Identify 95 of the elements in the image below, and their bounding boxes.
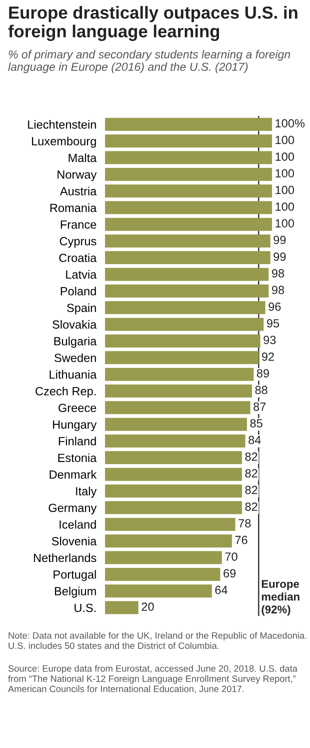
text: Note: Data not available for the UK, Ireland or the Republic of Macedonia. U.S. includes 50 states and the District of Columbia. bbox=[8, 632, 306, 649]
y-tick-label: Sweden bbox=[54, 353, 96, 362]
y-tick-label: Iceland bbox=[60, 520, 96, 529]
y-tick-label: Bulgaria bbox=[54, 336, 97, 348]
y-tick-label: Denmark bbox=[50, 470, 97, 479]
data-label: 82 bbox=[245, 486, 258, 494]
ref-line-label: Europe median (92%) bbox=[262, 580, 300, 616]
y-tick-label: Estonia bbox=[58, 453, 97, 462]
data-label: 100 bbox=[276, 186, 294, 194]
data-label: 88 bbox=[255, 386, 268, 394]
data-label: 64 bbox=[215, 586, 228, 594]
data-label: 100 bbox=[276, 152, 294, 161]
bar bbox=[105, 468, 242, 481]
y-tick-label: Liechtenstein bbox=[28, 120, 96, 129]
data-label: 20 bbox=[142, 602, 154, 611]
y-tick-label: Romania bbox=[50, 203, 97, 212]
bar bbox=[105, 434, 246, 448]
data-label: 85 bbox=[250, 419, 262, 428]
bar bbox=[105, 201, 272, 214]
bar bbox=[105, 534, 232, 548]
bar bbox=[105, 601, 138, 614]
data-label: 99 bbox=[274, 236, 286, 244]
bar bbox=[105, 234, 270, 248]
bar bbox=[105, 118, 272, 131]
data-label: 93 bbox=[264, 336, 276, 344]
data-label: 92 bbox=[262, 352, 274, 361]
data-label: 84 bbox=[248, 436, 261, 444]
data-label: 78 bbox=[238, 519, 251, 528]
y-tick-label: Netherlands bbox=[34, 553, 96, 562]
source-note: Source: Europe data from Eurostat, accessed June 20, 2018. U.S. data from “The National K-12 Foreign Language Enrollment Survey Report,” American Councils for International Education, June 2017. bbox=[8, 665, 298, 694]
y-tick-label: Italy bbox=[76, 486, 97, 498]
data-label: 70 bbox=[225, 552, 238, 561]
y-tick-label: Norway bbox=[58, 170, 97, 182]
bar bbox=[105, 551, 222, 564]
bar bbox=[105, 368, 254, 381]
bar bbox=[105, 301, 266, 314]
y-tick-label: Lithuania bbox=[50, 370, 97, 379]
data-label: 87 bbox=[254, 402, 266, 411]
data-label: 99 bbox=[274, 252, 286, 261]
bar bbox=[105, 451, 242, 464]
bar bbox=[105, 568, 220, 581]
data-label: 98 bbox=[272, 286, 284, 294]
y-tick-label: Spain bbox=[67, 303, 96, 314]
bar bbox=[105, 168, 272, 181]
bar bbox=[105, 184, 272, 198]
chart-subtitle: % of primary and secondary students learning a foreign language in Europe (2016) and the U.S. (2017) bbox=[8, 50, 290, 74]
bar bbox=[105, 501, 242, 514]
data-label: 100 bbox=[276, 136, 294, 144]
bar bbox=[105, 218, 272, 231]
bar bbox=[105, 418, 247, 431]
data-label: 100 bbox=[276, 169, 294, 178]
data-label: 82 bbox=[245, 452, 258, 461]
y-tick-label: Belgium bbox=[54, 586, 96, 598]
y-tick-label: Finland bbox=[58, 436, 96, 446]
data-label: 100 bbox=[276, 219, 294, 228]
bar bbox=[105, 401, 250, 414]
data-label: 100% bbox=[276, 119, 305, 128]
y-tick-label: U.S. bbox=[74, 604, 96, 612]
bar bbox=[105, 151, 272, 164]
y-tick-label: Greece bbox=[58, 404, 96, 412]
y-tick-label: Austria bbox=[60, 186, 97, 196]
bar bbox=[105, 518, 236, 531]
data-label: 96 bbox=[268, 302, 281, 311]
data-label: 82 bbox=[245, 502, 258, 511]
bar bbox=[105, 284, 269, 298]
data-label: 89 bbox=[256, 369, 269, 378]
bar bbox=[105, 484, 242, 498]
y-tick-label: Slovakia bbox=[52, 320, 97, 329]
data-label: 100 bbox=[276, 202, 294, 211]
bar bbox=[105, 268, 269, 281]
y-tick-label: Malta bbox=[68, 153, 97, 162]
y-tick-label: Latvia bbox=[66, 270, 97, 279]
bar bbox=[105, 384, 252, 398]
y-tick-label: Luxembourg bbox=[32, 136, 96, 148]
y-tick-label: Slovenia bbox=[52, 536, 97, 546]
bar bbox=[105, 351, 259, 364]
y-tick-label: Czech Rep. bbox=[36, 386, 96, 398]
bar bbox=[105, 318, 264, 331]
y-tick-label: Poland bbox=[60, 286, 96, 296]
bar bbox=[105, 134, 272, 148]
data-label: 82 bbox=[245, 469, 258, 478]
bar bbox=[105, 584, 212, 598]
chart-title: Europe drastically outpaces U.S. in foreign language learning bbox=[8, 6, 298, 41]
y-tick-label: Cyprus bbox=[60, 237, 96, 248]
bar bbox=[105, 251, 270, 264]
data-label: 95 bbox=[266, 319, 280, 328]
y-tick-label: Hungary bbox=[53, 420, 97, 432]
y-tick-label: Portugal bbox=[54, 570, 96, 582]
data-label: 69 bbox=[224, 569, 236, 578]
y-tick-label: France bbox=[60, 220, 96, 229]
data-label: 76 bbox=[235, 536, 248, 544]
y-tick-label: Croatia bbox=[59, 253, 97, 262]
data-label: 98 bbox=[272, 269, 284, 278]
bar bbox=[105, 334, 260, 348]
y-tick-label: Germany bbox=[48, 504, 97, 514]
